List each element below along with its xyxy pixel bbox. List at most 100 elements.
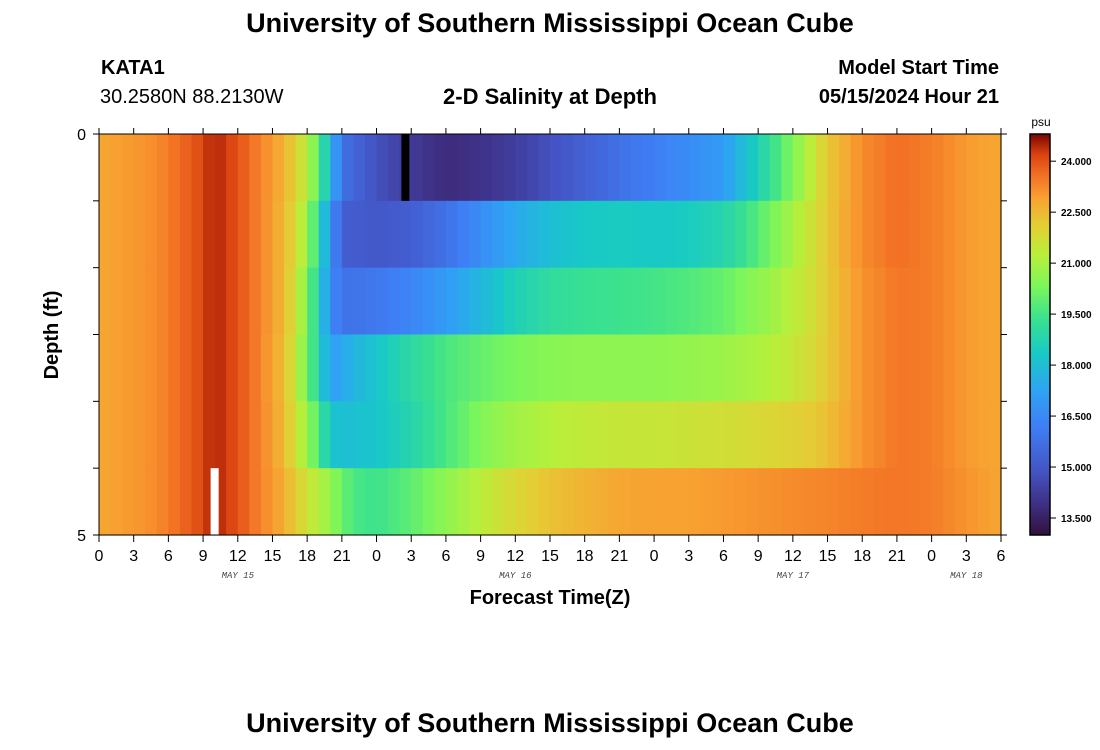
- colorbar-tick-label: 19.500: [1061, 310, 1092, 321]
- heatmap-cell: [237, 468, 250, 536]
- heatmap-cell: [896, 134, 910, 202]
- heatmap-cell: [110, 200, 123, 269]
- heatmap-cell: [110, 267, 123, 336]
- heatmap-cell: [122, 334, 135, 402]
- heatmap-cell: [758, 134, 771, 202]
- heatmap-cell: [179, 401, 193, 469]
- heatmap-cell: [526, 134, 540, 202]
- heatmap-cell: [827, 134, 840, 202]
- heatmap-cell: [284, 267, 297, 336]
- heatmap-cell: [977, 468, 991, 536]
- heatmap-cell: [469, 401, 482, 469]
- heatmap-cell: [260, 267, 274, 336]
- heatmap-marker: [210, 468, 219, 535]
- heatmap-cell: [422, 134, 435, 202]
- heatmap-cell: [503, 134, 516, 202]
- heatmap-cell: [677, 468, 690, 536]
- x-tick-label: 0: [372, 548, 381, 565]
- heatmap-cell: [792, 200, 806, 269]
- heatmap-cell: [966, 200, 979, 269]
- heatmap-cell: [237, 334, 250, 402]
- heatmap-cell: [550, 200, 563, 269]
- heatmap-cell: [226, 267, 239, 336]
- heatmap-cell: [584, 267, 597, 336]
- heatmap-cell: [272, 468, 285, 536]
- heatmap-cell: [260, 134, 274, 202]
- heatmap-cell: [977, 200, 991, 269]
- station-id: KATA1: [101, 57, 165, 79]
- heatmap-cell: [630, 334, 644, 402]
- heatmap-cell: [700, 267, 713, 336]
- heatmap-cell: [977, 267, 991, 336]
- heatmap-cell: [642, 468, 655, 536]
- heatmap-cell: [735, 134, 748, 202]
- heatmap-cell: [573, 401, 586, 469]
- heatmap-cell: [364, 200, 378, 269]
- x-tick-label: 6: [164, 548, 173, 565]
- heatmap-cell: [133, 401, 146, 469]
- heatmap-cell: [573, 267, 586, 336]
- heatmap-cell: [827, 468, 840, 536]
- heatmap-cell: [156, 200, 169, 269]
- x-tick-label: 21: [333, 548, 351, 565]
- heatmap-cell: [896, 401, 910, 469]
- heatmap-cell: [735, 334, 748, 402]
- heatmap-cell: [307, 267, 320, 336]
- heatmap-cell: [723, 200, 736, 269]
- heatmap-cell: [341, 200, 355, 269]
- heatmap-cell: [272, 134, 285, 202]
- heatmap-cell: [480, 401, 493, 469]
- heatmap-cell: [99, 468, 112, 536]
- heatmap-cell: [515, 468, 528, 536]
- heatmap-cell: [122, 267, 135, 336]
- heatmap-cell: [630, 134, 644, 202]
- heatmap-cell: [249, 468, 262, 536]
- heatmap-cell: [931, 334, 944, 402]
- heatmap-cell: [295, 267, 308, 336]
- heatmap-cell: [989, 267, 1002, 336]
- heatmap-cell: [758, 401, 771, 469]
- heatmap-cell: [630, 401, 644, 469]
- heatmap-cell: [503, 200, 516, 269]
- heatmap-cell: [584, 334, 597, 402]
- heatmap-cell: [469, 134, 482, 202]
- heatmap-cell: [376, 267, 389, 336]
- heatmap-cell: [769, 267, 782, 336]
- heatmap-cell: [538, 401, 551, 469]
- heatmap-cell: [353, 468, 366, 536]
- heatmap-cell: [272, 401, 285, 469]
- heatmap-cell: [503, 267, 516, 336]
- heatmap-cell: [515, 267, 528, 336]
- heatmap-cell: [839, 468, 852, 536]
- heatmap-cell: [723, 401, 736, 469]
- heatmap-cell: [677, 200, 690, 269]
- heatmap-cell: [330, 267, 343, 336]
- heatmap-cell: [839, 334, 852, 402]
- heatmap-cell: [931, 200, 944, 269]
- heatmap-cell: [260, 401, 274, 469]
- heatmap-cell: [145, 468, 158, 536]
- heatmap-cell: [480, 134, 493, 202]
- heatmap-cell: [920, 334, 933, 402]
- heatmap-cell: [550, 134, 563, 202]
- heatmap-cell: [457, 401, 470, 469]
- heatmap-cell: [677, 134, 690, 202]
- heatmap-cell: [561, 200, 574, 269]
- heatmap-cell: [295, 134, 308, 202]
- heatmap-cell: [873, 334, 886, 402]
- heatmap-cell: [792, 401, 806, 469]
- heatmap-cell: [503, 468, 516, 536]
- heatmap-cell: [781, 334, 794, 402]
- heatmap-cell: [920, 134, 933, 202]
- heatmap-cell: [203, 267, 216, 336]
- heatmap-cell: [99, 267, 112, 336]
- chart-title: 2-D Salinity at Depth: [443, 84, 657, 109]
- heatmap-cell: [318, 334, 331, 402]
- heatmap-cell: [654, 134, 667, 202]
- heatmap-cell: [480, 267, 493, 336]
- heatmap-cell: [711, 267, 725, 336]
- heatmap-cell: [885, 334, 898, 402]
- x-tick-label: 3: [684, 548, 693, 565]
- heatmap-cell: [399, 267, 412, 336]
